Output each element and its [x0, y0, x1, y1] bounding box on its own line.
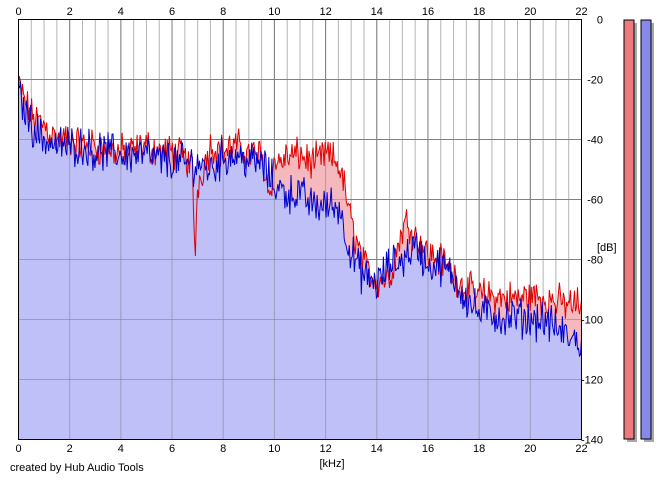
y-tick-label: -40 [587, 135, 603, 147]
x-tick-label-bottom: 14 [371, 443, 383, 455]
y-tick-label: -80 [587, 255, 603, 267]
x-tick-label-top: 0 [15, 6, 21, 18]
x-tick-label-bottom: 2 [67, 443, 73, 455]
x-axis-label: [kHz] [319, 458, 344, 470]
y-tick-label: -140 [581, 435, 603, 447]
y-tick-labels: 0 -20 -40 -60 -80 -100 -120 -140 [581, 15, 603, 447]
x-tick-label-top: 6 [169, 6, 175, 18]
series-2-line [18, 81, 582, 358]
credit-text: created by Hub Audio Tools [10, 462, 144, 474]
x-tick-label-bottom: 8 [220, 443, 226, 455]
x-tick-label-top: 14 [371, 6, 383, 18]
series-2-fill [18, 81, 582, 440]
level-meters [623, 19, 654, 442]
x-tick-label-bottom: 18 [473, 443, 485, 455]
y-tick-label: -100 [581, 315, 603, 327]
series-1-line [18, 76, 582, 319]
x-tick-label-top: 8 [220, 6, 226, 18]
level-meter-left [623, 19, 635, 440]
series-lines [18, 76, 582, 358]
x-tick-label-top: 12 [319, 6, 331, 18]
x-tick-label-top: 16 [422, 6, 434, 18]
level-meter-right [640, 19, 652, 440]
x-tick-label-bottom: 16 [422, 443, 434, 455]
y-axis-label: [dB] [597, 242, 617, 254]
y-tick-label: -60 [587, 195, 603, 207]
x-tick-label-bottom: 22 [575, 443, 587, 455]
y-tick-label: -120 [581, 375, 603, 387]
x-tick-label-top: 20 [524, 6, 536, 18]
x-tick-label-top: 4 [118, 6, 124, 18]
x-tick-label-top: 18 [473, 6, 485, 18]
x-tick-label-bottom: 10 [268, 443, 280, 455]
series-fills [18, 76, 582, 440]
x-tick-label-bottom: 20 [524, 443, 536, 455]
x-tick-label-bottom: 0 [15, 443, 21, 455]
x-tick-label-top: 10 [268, 6, 280, 18]
x-tick-label-bottom: 4 [118, 443, 124, 455]
x-tick-label-top: 22 [575, 6, 587, 18]
x-tick-labels-top: 0 2 4 6 8 10 12 14 16 18 20 22 [15, 6, 587, 18]
y-tick-label: -20 [587, 75, 603, 87]
plot-border [18, 19, 582, 440]
x-tick-label-bottom: 12 [319, 443, 331, 455]
y-tick-label: 0 [597, 15, 603, 27]
x-tick-label-bottom: 6 [169, 443, 175, 455]
x-tick-label-top: 2 [67, 6, 73, 18]
x-tick-labels-bottom: 0 2 4 6 8 10 12 14 16 18 20 22 [15, 443, 587, 455]
